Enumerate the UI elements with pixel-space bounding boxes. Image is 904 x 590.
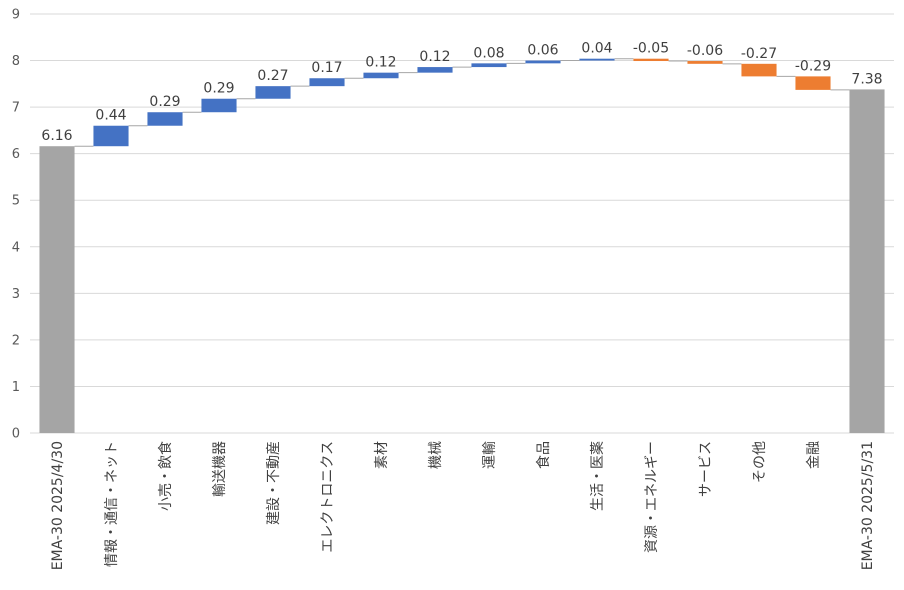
data-label: -0.06: [687, 43, 723, 59]
data-label: -0.05: [633, 41, 669, 57]
category-label: 素材: [374, 441, 390, 469]
bar: [471, 63, 507, 68]
data-label: 6.16: [41, 128, 72, 144]
bar: [579, 58, 615, 61]
bar: [795, 76, 831, 90]
category-labels: EMA-30 2025/4/30 情報・通信・ネット 小売・飲食 輸送機器 建設・不動産…: [50, 441, 876, 570]
data-label: -0.29: [795, 58, 831, 74]
y-axis-ticks: 0 1 2 3 4 5 6 7 8 9: [12, 8, 20, 442]
category-label: 機械: [428, 441, 444, 469]
category-label: 建設・不動産: [266, 441, 282, 525]
category-label: 金融: [806, 441, 822, 469]
y-tick-label: 1: [12, 380, 20, 395]
y-tick-label: 4: [12, 240, 20, 255]
y-tick-label: 2: [12, 333, 20, 348]
bar: [201, 98, 237, 113]
bar: [363, 72, 399, 79]
y-tick-label: 5: [12, 194, 20, 209]
y-tick-label: 8: [12, 54, 20, 69]
category-label: 資源・エネルギー: [644, 441, 660, 553]
bar: [687, 61, 723, 64]
bar: [525, 60, 561, 64]
connector-lines: [74, 58, 850, 147]
data-label: 0.12: [365, 55, 396, 71]
bar: [39, 146, 75, 433]
category-label: エレクトロニクス: [320, 441, 336, 553]
data-label: 0.27: [257, 68, 288, 84]
category-label: EMA-30 2025/5/31: [860, 441, 876, 570]
y-tick-label: 6: [12, 147, 20, 162]
bar: [309, 78, 345, 87]
data-label: 0.12: [419, 49, 450, 65]
category-label: EMA-30 2025/4/30: [50, 441, 66, 570]
data-label: 0.44: [95, 108, 126, 124]
data-label: 0.29: [149, 94, 180, 110]
gridlines: [30, 13, 894, 434]
category-label: サービス: [698, 441, 714, 497]
category-label: 生活・医薬: [590, 441, 606, 511]
bars: [39, 58, 885, 434]
bar: [741, 63, 777, 77]
category-label: 食品: [535, 441, 552, 469]
category-label: 運輸: [482, 441, 498, 469]
category-label: その他: [752, 441, 768, 483]
bar: [255, 86, 291, 99]
data-label: -0.27: [741, 46, 777, 62]
data-label: 0.06: [527, 43, 558, 59]
y-tick-label: 7: [12, 101, 20, 116]
bar: [633, 58, 669, 62]
y-tick-label: 3: [12, 287, 20, 302]
bar: [417, 67, 453, 73]
category-label: 小売・飲食: [157, 441, 174, 511]
data-label: 0.17: [311, 60, 342, 76]
category-label: 輸送機器: [212, 441, 228, 497]
bar: [147, 112, 183, 126]
bar: [849, 89, 885, 434]
data-label: 0.04: [581, 41, 612, 57]
data-label: 0.08: [473, 45, 504, 61]
data-label: 0.29: [203, 81, 234, 97]
bar: [93, 125, 129, 147]
data-label: 7.38: [851, 71, 882, 87]
data-labels: 6.16 0.44 0.29 0.29 0.27 0.17 0.12 0.12 0.08 0.06…: [41, 41, 882, 145]
category-label: 情報・通信・ネット: [104, 441, 120, 567]
y-tick-label: 0: [12, 427, 20, 442]
y-tick-label: 9: [12, 8, 20, 23]
